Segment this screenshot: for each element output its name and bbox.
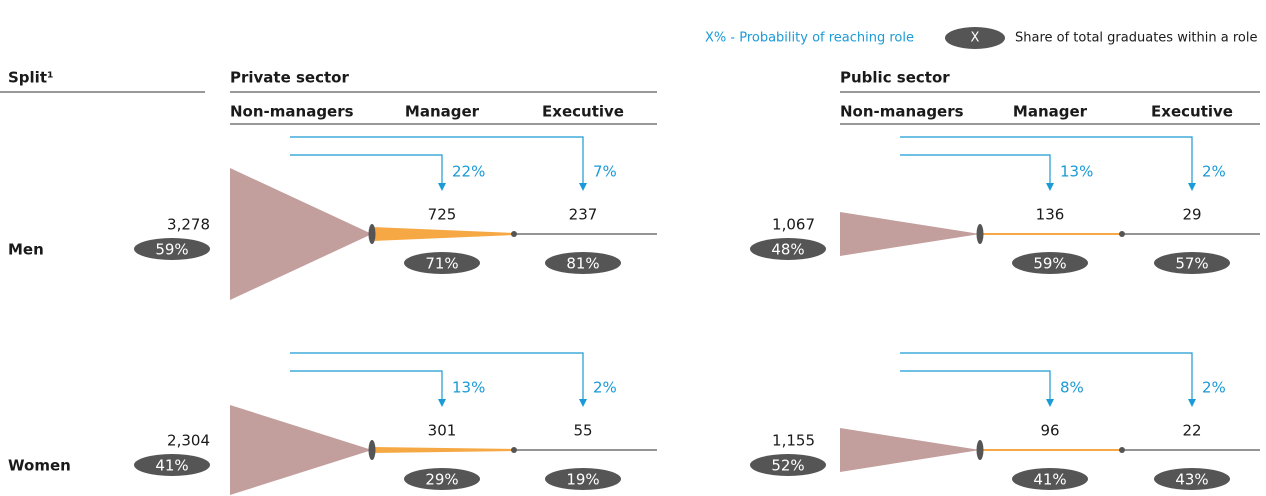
legend-pill bbox=[945, 27, 1005, 49]
node bbox=[1119, 231, 1125, 237]
share-pill bbox=[134, 238, 210, 260]
role-count: 96 bbox=[1040, 422, 1059, 440]
legend-pill-text: X bbox=[971, 31, 980, 46]
arrow bbox=[900, 370, 1051, 400]
probability: 13% bbox=[1060, 163, 1093, 181]
probability: 8% bbox=[1060, 379, 1084, 397]
probability: 7% bbox=[593, 163, 617, 181]
share-text: 43% bbox=[1175, 471, 1208, 489]
count: 2,304 bbox=[167, 432, 210, 450]
node bbox=[511, 447, 517, 453]
role-header: Executive bbox=[1151, 103, 1233, 121]
funnel bbox=[840, 212, 980, 256]
legend-share: Share of total graduates within a role bbox=[1015, 31, 1257, 46]
arrowhead bbox=[1046, 399, 1054, 407]
share-pill bbox=[404, 468, 480, 490]
role-header: Non-managers bbox=[230, 103, 354, 121]
probability: 22% bbox=[452, 163, 485, 181]
arrow bbox=[290, 154, 443, 184]
share-text: 59% bbox=[155, 241, 188, 259]
share-text: 52% bbox=[771, 457, 804, 475]
split-header: Split¹ bbox=[8, 69, 54, 87]
node bbox=[368, 224, 376, 244]
share-pill bbox=[404, 252, 480, 274]
share-text: 57% bbox=[1175, 255, 1208, 273]
share-text: 41% bbox=[155, 457, 188, 475]
sector-title: Private sector bbox=[230, 69, 349, 87]
probability: 2% bbox=[1202, 379, 1226, 397]
share-pill bbox=[1154, 468, 1230, 490]
arrow bbox=[900, 136, 1193, 184]
funnel bbox=[840, 428, 980, 472]
share-pill bbox=[134, 454, 210, 476]
manager-band bbox=[372, 227, 514, 241]
role-header: Manager bbox=[405, 103, 480, 121]
row-label: Women bbox=[8, 457, 71, 475]
arrowhead bbox=[579, 183, 587, 191]
share-pill bbox=[750, 454, 826, 476]
role-count: 301 bbox=[428, 422, 457, 440]
funnel bbox=[230, 405, 372, 495]
arrow bbox=[900, 352, 1193, 400]
probability: 13% bbox=[452, 379, 485, 397]
row-label: Men bbox=[8, 241, 44, 259]
node bbox=[1119, 447, 1125, 453]
share-text: 19% bbox=[566, 471, 599, 489]
node bbox=[511, 231, 517, 237]
arrowhead bbox=[438, 399, 446, 407]
role-count: 29 bbox=[1182, 206, 1201, 224]
share-text: 29% bbox=[425, 471, 458, 489]
node bbox=[368, 440, 376, 460]
share-text: 71% bbox=[425, 255, 458, 273]
share-text: 48% bbox=[771, 241, 804, 259]
arrow bbox=[900, 154, 1051, 184]
role-count: 136 bbox=[1036, 206, 1065, 224]
arrowhead bbox=[438, 183, 446, 191]
sector-title: Public sector bbox=[840, 69, 950, 87]
share-pill bbox=[545, 468, 621, 490]
probability: 2% bbox=[1202, 163, 1226, 181]
share-text: 41% bbox=[1033, 471, 1066, 489]
arrow bbox=[290, 370, 443, 400]
arrow bbox=[290, 136, 584, 184]
manager-band bbox=[980, 449, 1122, 451]
share-text: 81% bbox=[566, 255, 599, 273]
legend-probability: X% - Probability of reaching role bbox=[705, 31, 914, 46]
arrowhead bbox=[579, 399, 587, 407]
probability: 2% bbox=[593, 379, 617, 397]
role-count: 22 bbox=[1182, 422, 1201, 440]
arrowhead bbox=[1046, 183, 1054, 191]
role-count: 237 bbox=[569, 206, 598, 224]
share-pill bbox=[1012, 252, 1088, 274]
share-pill bbox=[1154, 252, 1230, 274]
share-pill bbox=[1012, 468, 1088, 490]
manager-band bbox=[372, 447, 514, 453]
count: 1,067 bbox=[772, 216, 815, 234]
arrow bbox=[290, 352, 584, 400]
role-header: Non-managers bbox=[840, 103, 964, 121]
count: 1,155 bbox=[772, 432, 815, 450]
share-text: 59% bbox=[1033, 255, 1066, 273]
role-header: Executive bbox=[542, 103, 624, 121]
arrowhead bbox=[1188, 399, 1196, 407]
share-pill bbox=[545, 252, 621, 274]
share-pill bbox=[750, 238, 826, 260]
count: 3,278 bbox=[167, 216, 210, 234]
funnel bbox=[230, 168, 372, 300]
manager-band bbox=[980, 233, 1122, 235]
role-count: 55 bbox=[573, 422, 592, 440]
role-header: Manager bbox=[1013, 103, 1088, 121]
arrowhead bbox=[1188, 183, 1196, 191]
node bbox=[976, 440, 984, 460]
node bbox=[976, 224, 984, 244]
role-count: 725 bbox=[428, 206, 457, 224]
